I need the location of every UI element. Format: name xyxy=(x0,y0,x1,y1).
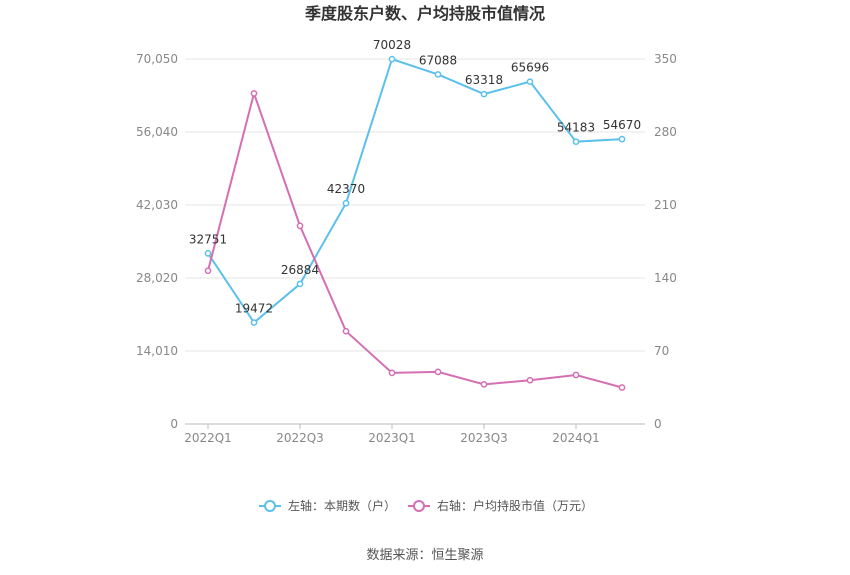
point-holders[interactable] xyxy=(342,199,350,207)
y-right-tick-label: 350 xyxy=(654,52,677,66)
y-right-tick-label: 0 xyxy=(654,417,662,431)
point-market-value[interactable] xyxy=(296,222,304,230)
point-market-value[interactable] xyxy=(572,371,580,379)
point-market-value[interactable] xyxy=(388,369,396,377)
point-holders[interactable] xyxy=(434,71,442,78)
x-tick-label: 2022Q1 xyxy=(184,431,232,445)
x-tick-label: 2022Q3 xyxy=(276,431,324,445)
source-note: 数据来源：恒生聚源 xyxy=(366,548,483,563)
y-left-tick-label: 70,050 xyxy=(136,52,178,66)
y-left-tick-label: 14,010 xyxy=(136,344,178,358)
axes: 0 0 14,010 70 28,020 140 42,030 210 56,040 280 70,… xyxy=(136,52,677,445)
point-holders[interactable] xyxy=(572,138,580,146)
point-market-value[interactable] xyxy=(618,384,626,391)
y-right-tick-label: 140 xyxy=(654,271,677,285)
x-tick-label: 2023Q3 xyxy=(460,431,508,445)
legend-label: 右轴：户均持股市值（万元） xyxy=(437,498,593,513)
data-label: 32751 xyxy=(189,232,227,246)
series-line-holders[interactable] xyxy=(207,57,623,325)
y-right-tick-label: 280 xyxy=(654,125,677,139)
point-holders[interactable] xyxy=(526,78,534,86)
data-label: 67088 xyxy=(419,53,457,67)
data-labels: 32751 19472 26884 42370 70028 67088 63318 65696… xyxy=(189,38,641,315)
y-left-tick-label: 42,030 xyxy=(136,198,178,212)
x-tick-label: 2024Q1 xyxy=(552,431,600,445)
legend-marker xyxy=(413,500,425,512)
data-label: 70028 xyxy=(373,38,411,52)
series-layer xyxy=(204,55,626,391)
legend-label: 左轴：本期数（户） xyxy=(288,498,396,513)
y-right-tick-label: 210 xyxy=(654,198,677,212)
point-holders[interactable] xyxy=(296,280,304,288)
point-holders[interactable] xyxy=(250,319,258,326)
point-holders[interactable] xyxy=(388,55,396,63)
data-label: 54670 xyxy=(603,118,641,132)
point-market-value[interactable] xyxy=(250,90,258,97)
point-market-value[interactable] xyxy=(204,267,212,275)
point-market-value[interactable] xyxy=(480,381,488,388)
legend-item-holders[interactable]: 左轴：本期数（户） xyxy=(259,498,396,513)
data-label: 54183 xyxy=(557,121,595,135)
series-line-market-value[interactable] xyxy=(207,89,623,389)
y-left-tick-label: 28,020 xyxy=(136,271,178,285)
legend-marker xyxy=(264,500,276,512)
legend[interactable]: 左轴：本期数（户） 右轴：户均持股市值（万元） xyxy=(259,498,593,513)
data-label: 42370 xyxy=(327,182,365,196)
point-market-value[interactable] xyxy=(526,376,534,384)
x-tick-label: 2023Q1 xyxy=(368,431,416,445)
point-holders[interactable] xyxy=(618,135,626,143)
point-holders[interactable] xyxy=(204,249,212,257)
chart-title: 季度股东户数、户均持股市值情况 xyxy=(304,4,545,23)
y-right-tick-label: 70 xyxy=(654,344,669,358)
y-left-tick-label: 56,040 xyxy=(136,125,178,139)
point-market-value[interactable] xyxy=(434,368,442,376)
point-market-value[interactable] xyxy=(342,327,350,335)
data-label: 63318 xyxy=(465,73,503,87)
y-left-tick-label: 0 xyxy=(170,417,178,431)
data-label: 19472 xyxy=(235,302,273,316)
data-label: 26884 xyxy=(281,263,319,277)
legend-item-market-value[interactable]: 右轴：户均持股市值（万元） xyxy=(408,498,593,513)
point-holders[interactable] xyxy=(480,90,488,98)
data-label: 65696 xyxy=(511,61,549,75)
